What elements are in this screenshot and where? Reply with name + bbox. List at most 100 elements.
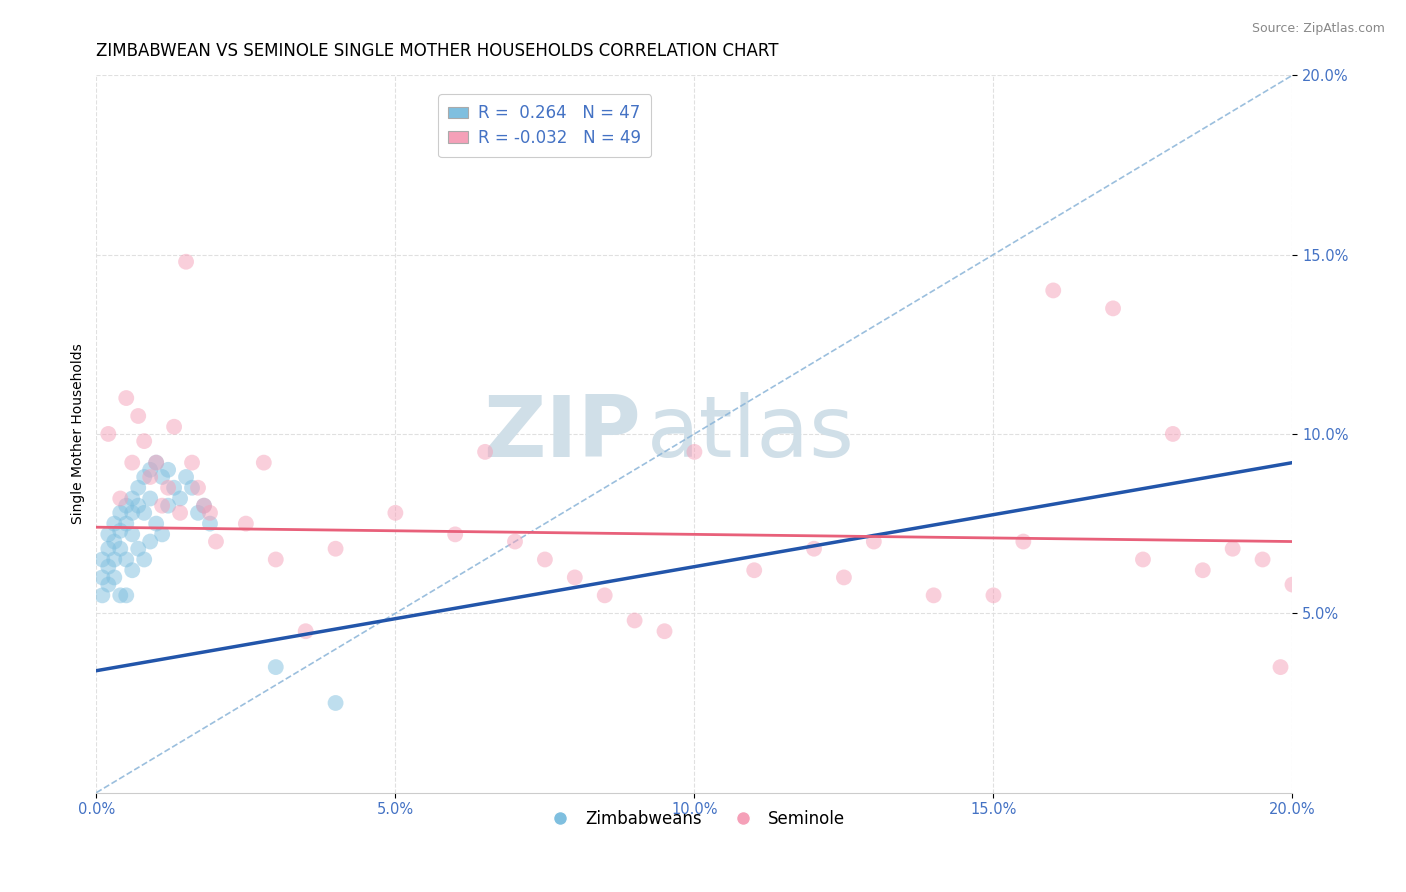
Y-axis label: Single Mother Households: Single Mother Households xyxy=(72,343,86,524)
Point xyxy=(103,570,125,584)
Point xyxy=(1191,563,1213,577)
Point xyxy=(1281,577,1303,591)
Point xyxy=(97,541,120,556)
Point xyxy=(169,491,191,506)
Point xyxy=(235,516,257,531)
Point xyxy=(187,506,209,520)
Point xyxy=(325,696,347,710)
Point xyxy=(157,481,180,495)
Point xyxy=(174,254,197,268)
Point xyxy=(264,552,287,566)
Point xyxy=(91,570,114,584)
Point xyxy=(325,541,347,556)
Point xyxy=(91,552,114,566)
Point xyxy=(121,491,143,506)
Point xyxy=(139,534,162,549)
Point xyxy=(145,516,167,531)
Point xyxy=(294,624,316,639)
Point xyxy=(1102,301,1125,316)
Point xyxy=(134,552,156,566)
Point xyxy=(127,481,149,495)
Point xyxy=(474,445,496,459)
Point xyxy=(181,456,204,470)
Point xyxy=(121,456,143,470)
Point xyxy=(623,614,645,628)
Point xyxy=(264,660,287,674)
Point xyxy=(145,456,167,470)
Point xyxy=(444,527,467,541)
Point xyxy=(139,463,162,477)
Point xyxy=(742,563,765,577)
Point xyxy=(139,491,162,506)
Point xyxy=(150,470,173,484)
Point xyxy=(534,552,557,566)
Point xyxy=(127,409,149,423)
Point xyxy=(593,588,616,602)
Point xyxy=(1132,552,1154,566)
Point xyxy=(1161,426,1184,441)
Point xyxy=(564,570,586,584)
Point xyxy=(97,577,120,591)
Point xyxy=(110,524,132,538)
Legend: Zimbabweans, Seminole: Zimbabweans, Seminole xyxy=(537,803,852,835)
Point xyxy=(121,527,143,541)
Point xyxy=(115,552,138,566)
Point xyxy=(139,470,162,484)
Point xyxy=(1012,534,1035,549)
Point xyxy=(97,527,120,541)
Point xyxy=(163,419,186,434)
Point xyxy=(163,481,186,495)
Point xyxy=(127,499,149,513)
Point xyxy=(110,588,132,602)
Point xyxy=(103,516,125,531)
Point xyxy=(134,506,156,520)
Point xyxy=(115,516,138,531)
Point xyxy=(169,506,191,520)
Point xyxy=(150,527,173,541)
Point xyxy=(97,426,120,441)
Point xyxy=(121,563,143,577)
Text: Source: ZipAtlas.com: Source: ZipAtlas.com xyxy=(1251,22,1385,36)
Point xyxy=(110,541,132,556)
Point xyxy=(983,588,1005,602)
Point xyxy=(198,516,221,531)
Point xyxy=(115,391,138,405)
Point xyxy=(91,588,114,602)
Point xyxy=(115,499,138,513)
Point xyxy=(803,541,825,556)
Point xyxy=(110,491,132,506)
Point xyxy=(181,481,204,495)
Point xyxy=(205,534,228,549)
Point xyxy=(384,506,406,520)
Point xyxy=(198,506,221,520)
Point xyxy=(654,624,676,639)
Point xyxy=(193,499,215,513)
Point xyxy=(97,559,120,574)
Point xyxy=(103,552,125,566)
Point xyxy=(187,481,209,495)
Point xyxy=(503,534,526,549)
Point xyxy=(134,470,156,484)
Point xyxy=(1251,552,1274,566)
Point xyxy=(1270,660,1292,674)
Point xyxy=(145,456,167,470)
Point xyxy=(174,470,197,484)
Point xyxy=(253,456,276,470)
Point xyxy=(832,570,855,584)
Point xyxy=(157,499,180,513)
Text: atlas: atlas xyxy=(647,392,855,475)
Point xyxy=(863,534,886,549)
Point xyxy=(683,445,706,459)
Point xyxy=(1042,284,1064,298)
Point xyxy=(115,588,138,602)
Point xyxy=(110,506,132,520)
Point xyxy=(157,463,180,477)
Point xyxy=(134,434,156,449)
Text: ZIMBABWEAN VS SEMINOLE SINGLE MOTHER HOUSEHOLDS CORRELATION CHART: ZIMBABWEAN VS SEMINOLE SINGLE MOTHER HOU… xyxy=(97,42,779,60)
Point xyxy=(193,499,215,513)
Point xyxy=(922,588,945,602)
Text: ZIP: ZIP xyxy=(482,392,641,475)
Point xyxy=(1222,541,1244,556)
Point xyxy=(103,534,125,549)
Point xyxy=(121,506,143,520)
